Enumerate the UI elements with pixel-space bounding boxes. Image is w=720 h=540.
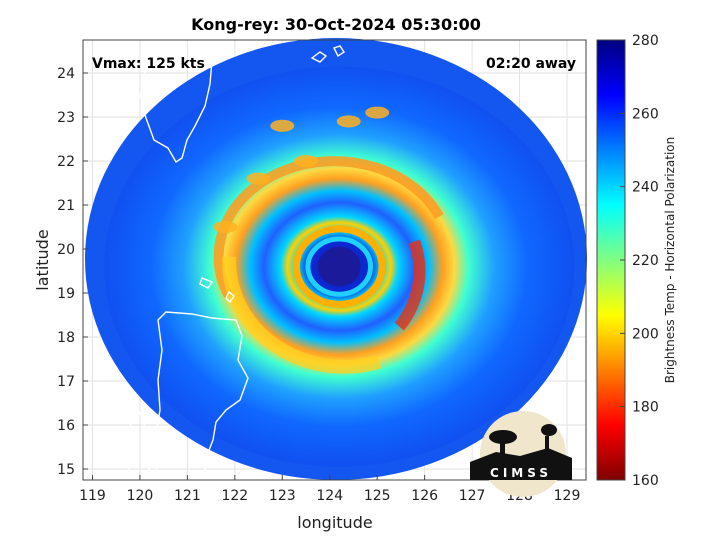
x-tick-label: 122 (221, 488, 248, 504)
y-tick-label: 19 (57, 286, 75, 302)
y-tick-label: 22 (57, 154, 75, 170)
y-tick-label: 21 (57, 198, 75, 214)
y-axis-label: latitude (33, 229, 52, 290)
x-tick-label: 120 (127, 488, 154, 504)
colorbar-label: Brightness Temp - Horizontal Polarizatio… (663, 137, 677, 384)
colorbar-ticks: 160 180 200 220 240 260 280 (620, 33, 659, 489)
y-tick-label: 18 (57, 330, 75, 346)
x-tick-label: 124 (316, 488, 343, 504)
inner-eyewall (305, 236, 374, 297)
time-away-annotation: 02:20 away (486, 56, 576, 72)
satellite-dish-icon (489, 430, 517, 444)
y-tick-label: 23 (57, 110, 75, 126)
y-tick-label: 24 (57, 66, 75, 82)
convective-cell (270, 119, 295, 132)
convective-cell (336, 115, 361, 128)
convective-cell (246, 172, 271, 185)
plot-frame (82, 39, 587, 481)
x-tick-label: 126 (411, 488, 438, 504)
convective-cell (365, 106, 390, 119)
y-tick-label: 15 (57, 462, 75, 478)
colorbar-tick-label: 160 (632, 473, 659, 489)
water-tower-icon (545, 436, 549, 456)
x-axis-ticks: 119120121122123124125126127128129 (79, 475, 580, 504)
x-tick-label: 121 (174, 488, 201, 504)
colorbar-tick-label: 280 (632, 33, 659, 49)
y-tick-label: 16 (57, 418, 75, 434)
colorbar-tick-label: 240 (632, 180, 659, 196)
convective-cell (213, 221, 238, 233)
colorbar-tick-label: 220 (632, 253, 659, 269)
eyewall-ring (292, 225, 386, 308)
storm-eye (317, 246, 361, 287)
coastlines (127, 40, 345, 480)
microwave-swath (85, 38, 587, 480)
logo-text: CIMSS (490, 466, 552, 480)
x-tick-label: 129 (554, 488, 581, 504)
x-tick-label: 127 (459, 488, 486, 504)
colorbar-tick-label: 260 (632, 106, 659, 122)
colorbar-tick-label: 200 (632, 326, 659, 342)
y-tick-label: 17 (57, 374, 75, 390)
x-axis-label: longitude (297, 513, 372, 532)
rainband-arc (213, 156, 444, 300)
rainband-arc (394, 239, 426, 331)
x-tick-label: 119 (79, 488, 106, 504)
storm-structure (104, 66, 575, 467)
cimss-logo: CIMSS (470, 411, 572, 497)
convective-cell (294, 155, 319, 167)
colorbar-tick-label: 180 (632, 400, 659, 416)
y-axis-ticks: 15 16 17 18 19 20 21 22 23 24 (57, 66, 88, 478)
x-tick-label: 123 (269, 488, 296, 504)
x-tick-label: 125 (364, 488, 391, 504)
chart-title: Kong-rey: 30-Oct-2024 05:30:00 (191, 15, 481, 34)
y-tick-label: 20 (57, 242, 75, 258)
rainband-arc (222, 256, 382, 374)
vmax-annotation: Vmax: 125 kts (92, 56, 205, 72)
